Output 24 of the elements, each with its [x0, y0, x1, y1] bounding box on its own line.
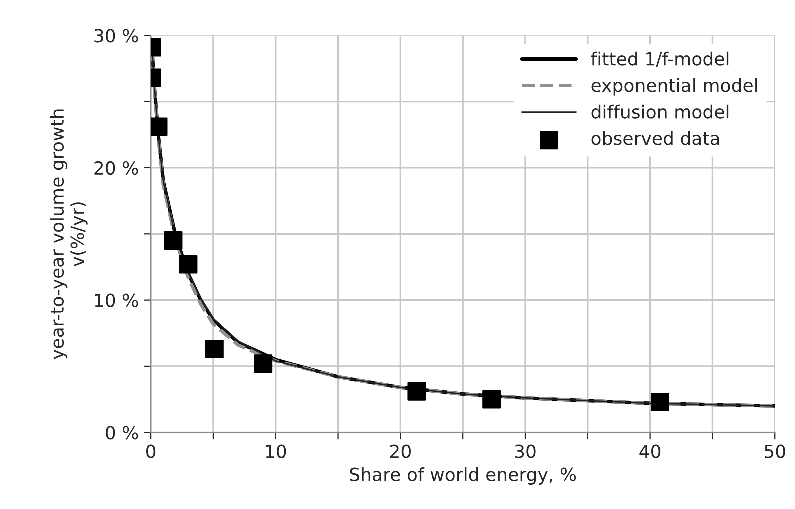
x-tick-label: 0	[146, 444, 156, 458]
y-tick-label: 10 %	[95, 294, 138, 308]
x-tick-label: 20	[390, 444, 411, 458]
y-tick-label: 20 %	[94, 161, 138, 176]
point	[651, 393, 670, 412]
point	[151, 118, 168, 136]
legend-label: diffusion model	[592, 104, 729, 119]
point	[179, 255, 198, 274]
point	[482, 390, 501, 409]
point	[254, 354, 273, 374]
x-tick-label: 10	[266, 444, 286, 458]
legend-label: exponential model	[592, 78, 758, 96]
point	[164, 232, 183, 250]
x-tick-label: 50	[765, 444, 786, 458]
legend-label: fitted 1/f-model	[591, 52, 729, 68]
y-tick-label: 0 %	[106, 426, 138, 440]
point	[206, 340, 224, 358]
y-axis-title: year-to-year volume growth v(%/yr)	[50, 110, 88, 360]
legend-label: observed data	[592, 131, 720, 146]
x-tick-label: 30	[515, 444, 536, 458]
x-axis-title: Share of world energy, %	[350, 467, 576, 485]
x-tick-label: 40	[640, 444, 661, 458]
point	[408, 382, 426, 401]
y-tick-label: 30 %	[94, 29, 138, 43]
